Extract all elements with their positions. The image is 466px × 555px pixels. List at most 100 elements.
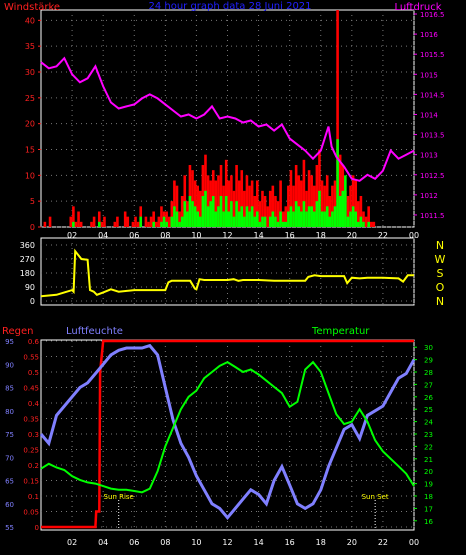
pressure-tick-label: 1011.5 [420, 212, 445, 220]
gust-bar [255, 180, 259, 227]
wind-mean-bar [188, 196, 192, 227]
pressure-tick-label: 1015 [420, 71, 438, 79]
wind-mean-bar [281, 221, 285, 227]
gust-bar [183, 175, 187, 227]
temperature-tick-label: 30 [424, 344, 433, 352]
gust-bar [357, 201, 360, 227]
rain-line [41, 339, 414, 529]
gust-bar [271, 185, 275, 227]
wind-mean-bar [297, 206, 301, 227]
wind-mean-bar [268, 216, 272, 227]
gust-bar [261, 190, 264, 227]
gust-bar [312, 185, 316, 227]
wind-tick-label: 40 [25, 16, 35, 25]
wind-mean-bar [292, 211, 295, 227]
gust-bar [90, 221, 93, 227]
rain-axis-label: Regen [2, 326, 34, 337]
wind-mean-bar [354, 211, 358, 227]
wind-mean-bar [170, 216, 174, 227]
gust-bar [123, 211, 127, 227]
gust-bar [134, 216, 137, 227]
gust-bar [232, 190, 236, 227]
wind-direction-grid [41, 238, 415, 305]
wind-mean-bar [284, 221, 288, 227]
wind-mean-bar [310, 206, 313, 227]
gust-bar [284, 206, 288, 227]
rain-tick-label: 0.55 [23, 354, 39, 362]
wind-mean-bar [367, 221, 370, 227]
wind-mean-bar [331, 211, 334, 227]
gust-bar [235, 165, 238, 227]
gust-bar [274, 196, 277, 227]
wind-tick-label: 35 [25, 42, 35, 51]
temperature-tick-label: 25 [424, 406, 433, 414]
gust-bar [276, 201, 280, 227]
x-tick-label: 16 [285, 231, 295, 240]
wind-mean-bar [323, 211, 326, 227]
gust-bar [214, 180, 218, 227]
temperature-tick-label: 26 [424, 394, 433, 402]
wind-mean-bar [258, 221, 262, 227]
gust-bar [72, 206, 75, 227]
x-tick-label: 00 [409, 538, 419, 547]
wind-mean-bar [183, 201, 187, 227]
wind-mean-bar [193, 206, 197, 227]
temperature-tick-label: 22 [424, 443, 433, 451]
humidity-tick-label: 80 [5, 408, 14, 416]
gust-bar [217, 175, 220, 227]
wind-mean-bar [211, 196, 215, 227]
x-tick-label: 04 [98, 538, 108, 547]
gust-bar [167, 216, 171, 227]
wind-mean-bar [217, 206, 220, 227]
wind-mean-bar [320, 211, 324, 227]
temperature-tick-label: 17 [424, 505, 433, 513]
gust-bar [79, 221, 83, 227]
gust-bar [157, 216, 161, 227]
pressure-tick-label: 1014.5 [420, 91, 445, 99]
wind-mean-bar [357, 221, 360, 227]
wind-mean-bar [173, 206, 176, 227]
wind-mean-bar [152, 221, 155, 227]
direction-tick-label: 0 [30, 297, 35, 306]
wind-mean-bar [349, 211, 352, 227]
gust-bar [325, 175, 329, 227]
pressure-tick-label: 1016 [420, 31, 438, 39]
gust-bar [369, 221, 373, 227]
wind-pressure-panel: 05101520253035401011.510121012.510131013… [4, 1, 445, 240]
rain-tick-label: 0.3 [28, 431, 39, 439]
gust-bar [92, 216, 96, 227]
x-tick-label: 22 [378, 231, 388, 240]
x-tick-label: 14 [253, 538, 263, 547]
gust-bar [199, 190, 202, 227]
wind-mean-bar [312, 211, 316, 227]
humidity-tick-label: 65 [5, 478, 14, 486]
gust-bar [372, 221, 376, 227]
gust-bar [315, 165, 319, 227]
wind-mean-bar [305, 211, 308, 227]
wind-mean-bar [302, 201, 306, 227]
wind-mean-bar [243, 216, 246, 227]
temperature-tick-label: 21 [424, 456, 433, 464]
wind-mean-bar [253, 216, 256, 227]
wind-mean-bar [307, 206, 311, 227]
gust-bar [154, 221, 158, 227]
wind-mean-bar [346, 216, 350, 227]
gust-bar [178, 211, 181, 227]
gust-bar [359, 196, 363, 227]
x-tick-label: 18 [316, 538, 326, 547]
pressure-tick-label: 1013.5 [420, 132, 445, 140]
gust-bar [147, 221, 150, 227]
gust-bar [144, 216, 148, 227]
temperature-tick-label: 28 [424, 369, 433, 377]
wind-mean-bar [315, 201, 319, 227]
gust-bar [323, 185, 326, 227]
direction-tick-label: 360 [20, 241, 35, 250]
rain-humidity-temperature-axes: 0 0.05 0.1 0.15 0.2 0.25 0.3 0.35 0.4 0.45 0.5 0.55… [5, 338, 433, 547]
gust-bar [191, 170, 194, 227]
wind-mean-bar [341, 190, 345, 227]
temperature-line [40, 360, 415, 494]
wind-mean-bar [359, 216, 363, 227]
gust-bar [103, 216, 106, 227]
sun-annotation-label: Sun Rise [104, 493, 134, 501]
gust-bar [349, 185, 352, 227]
